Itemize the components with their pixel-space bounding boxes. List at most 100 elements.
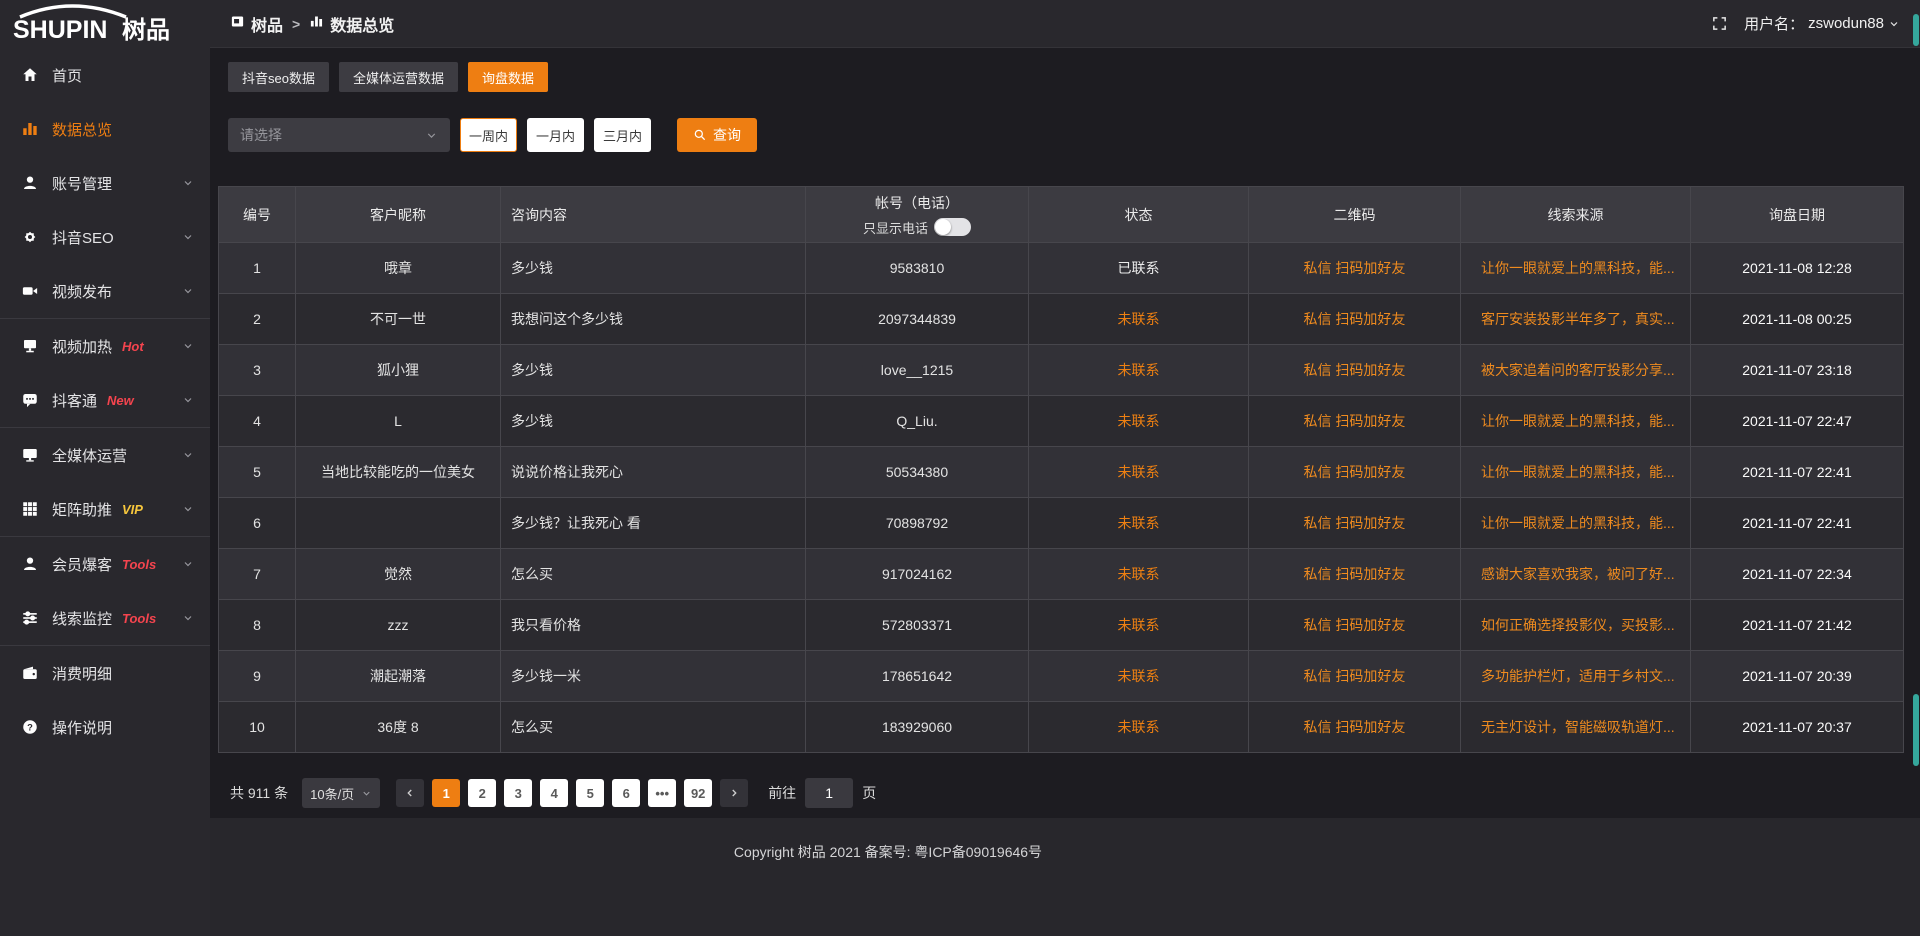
source-link[interactable]: 让你一眼就爱上的黑科技，能... bbox=[1481, 515, 1675, 531]
filter-bar: 请选择 一周内 一月内 三月内 查询 bbox=[228, 118, 758, 152]
sidebar-item-video-heating[interactable]: 视频加热 Hot bbox=[0, 319, 210, 373]
cell-source: 让你一眼就爱上的黑科技，能... bbox=[1460, 446, 1691, 498]
sidebar-item-home[interactable]: 首页 bbox=[0, 48, 210, 102]
topbar: 树品 > 数据总览 用户名： zswodun88 bbox=[210, 0, 1920, 48]
scrollbar-thumb[interactable] bbox=[1913, 14, 1919, 46]
total-count: 共 911 条 bbox=[230, 785, 289, 801]
sidebar-item-account-management[interactable]: 账号管理 bbox=[0, 156, 210, 210]
qr-add-friend-link[interactable]: 私信 扫码加好友 bbox=[1303, 566, 1406, 582]
source-link[interactable]: 如何正确选择投影仪，买投影... bbox=[1481, 617, 1675, 633]
page-button[interactable]: 4 bbox=[540, 779, 569, 807]
period-month-button[interactable]: 一月内 bbox=[527, 118, 585, 152]
sidebar-item-label: 数据总览 bbox=[52, 121, 113, 139]
cell-status: 未联系 bbox=[1028, 650, 1249, 702]
source-link[interactable]: 让你一眼就爱上的黑科技，能... bbox=[1481, 464, 1675, 480]
tab-inquiry-data[interactable]: 询盘数据 bbox=[467, 62, 548, 92]
source-link[interactable]: 感谢大家喜欢我家，被问了好... bbox=[1481, 566, 1675, 582]
chevron-down-icon bbox=[182, 558, 194, 570]
qr-add-friend-link[interactable]: 私信 扫码加好友 bbox=[1303, 464, 1406, 480]
cell-date: 2021-11-08 12:28 bbox=[1690, 242, 1904, 294]
breadcrumb-root[interactable]: 树品 bbox=[230, 12, 283, 36]
cell-content: 我想问这个多少钱 bbox=[500, 293, 806, 345]
chevron-down-icon bbox=[182, 285, 194, 297]
tab-douyin-seo-data[interactable]: 抖音seo数据 bbox=[228, 62, 329, 92]
cell-qrcode: 私信 扫码加好友 bbox=[1248, 497, 1461, 549]
user-menu[interactable]: 用户名： zswodun88 bbox=[1744, 13, 1900, 34]
chevron-down-icon bbox=[182, 340, 194, 352]
username: zswodun88 bbox=[1808, 15, 1884, 32]
fullscreen-icon[interactable] bbox=[1711, 15, 1728, 32]
cell-source: 感谢大家喜欢我家，被问了好... bbox=[1460, 548, 1691, 600]
scrollbar-thumb[interactable] bbox=[1913, 694, 1919, 766]
period-three-months-button[interactable]: 三月内 bbox=[594, 118, 652, 152]
source-link[interactable]: 无主灯设计，智能磁吸轨道灯... bbox=[1481, 719, 1675, 735]
source-link[interactable]: 客厅安装投影半年多了，真实... bbox=[1481, 311, 1675, 327]
page-size-select[interactable]: 10条/页 bbox=[302, 778, 381, 808]
source-link[interactable]: 让你一眼就爱上的黑科技，能... bbox=[1481, 413, 1675, 429]
sidebar-item-video-publish[interactable]: 视频发布 bbox=[0, 264, 210, 318]
chevron-down-icon bbox=[1888, 18, 1900, 30]
tab-omni-media-data[interactable]: 全媒体运营数据 bbox=[338, 62, 458, 92]
qr-add-friend-link[interactable]: 私信 扫码加好友 bbox=[1303, 617, 1406, 633]
cell-date: 2021-11-07 20:37 bbox=[1690, 701, 1904, 753]
sidebar-item-consumption-detail[interactable]: 消费明细 bbox=[0, 646, 210, 700]
header-status: 状态 bbox=[1028, 186, 1249, 243]
sliders-icon bbox=[20, 608, 40, 628]
sidebar-item-matrix-boost[interactable]: 矩阵助推 VIP bbox=[0, 482, 210, 536]
qr-add-friend-link[interactable]: 私信 扫码加好友 bbox=[1303, 719, 1406, 735]
inquiry-table: 编号 客户昵称 咨询内容 帐号（电话） 只显示电话 状态 二维码 bbox=[218, 186, 1904, 753]
chevron-down-icon bbox=[182, 177, 194, 189]
sidebar-item-douyin-seo[interactable]: 抖音SEO bbox=[0, 210, 210, 264]
page-button[interactable]: 2 bbox=[468, 779, 497, 807]
sidebar-item-omni-media[interactable]: 全媒体运营 bbox=[0, 428, 210, 482]
cell-content: 怎么买 bbox=[500, 701, 806, 753]
account-select[interactable]: 请选择 bbox=[228, 118, 450, 152]
breadcrumb-current[interactable]: 数据总览 bbox=[309, 12, 394, 36]
cell-account: 70898792 bbox=[805, 497, 1029, 549]
new-badge: New bbox=[107, 392, 134, 408]
cell-no: 1 bbox=[218, 242, 296, 294]
cell-source: 被大家追着问的客厅投影分享... bbox=[1460, 344, 1691, 396]
page-button[interactable]: 92 bbox=[684, 779, 713, 807]
sidebar-item-label: 会员爆客 bbox=[52, 556, 113, 574]
app-icon bbox=[230, 14, 245, 34]
sidebar-item-label: 抖音SEO bbox=[52, 229, 114, 247]
sidebar-item-clue-monitor[interactable]: 线索监控 Tools bbox=[0, 591, 210, 645]
sidebar-item-label: 账号管理 bbox=[52, 175, 113, 193]
search-button[interactable]: 查询 bbox=[677, 118, 758, 152]
qr-add-friend-link[interactable]: 私信 扫码加好友 bbox=[1303, 668, 1406, 684]
page-button[interactable]: ••• bbox=[648, 779, 677, 807]
phone-only-toggle[interactable] bbox=[934, 218, 971, 236]
page-button[interactable]: 5 bbox=[576, 779, 605, 807]
sidebar-item-label: 首页 bbox=[52, 67, 83, 85]
chevron-down-icon bbox=[182, 394, 194, 406]
source-link[interactable]: 让你一眼就爱上的黑科技，能... bbox=[1481, 260, 1675, 276]
sidebar-item-data-overview[interactable]: 数据总览 bbox=[0, 102, 210, 156]
source-link[interactable]: 被大家追着问的客厅投影分享... bbox=[1481, 362, 1675, 378]
sidebar-item-member-baoke[interactable]: 会员爆客 Tools bbox=[0, 537, 210, 591]
page-button[interactable]: 6 bbox=[612, 779, 641, 807]
qr-add-friend-link[interactable]: 私信 扫码加好友 bbox=[1303, 311, 1406, 327]
cell-date: 2021-11-07 22:41 bbox=[1690, 446, 1904, 498]
sidebar-item-instructions[interactable]: ? 操作说明 bbox=[0, 700, 210, 754]
bar-chart-icon bbox=[20, 119, 40, 139]
header-date: 询盘日期 bbox=[1690, 186, 1904, 243]
page-button[interactable]: 3 bbox=[504, 779, 533, 807]
next-page-button[interactable] bbox=[720, 779, 749, 807]
page-button[interactable]: 1 bbox=[432, 779, 461, 807]
gear-icon bbox=[20, 227, 40, 247]
qr-add-friend-link[interactable]: 私信 扫码加好友 bbox=[1303, 362, 1406, 378]
cell-account: 9583810 bbox=[805, 242, 1029, 294]
source-link[interactable]: 多功能护栏灯，适用于乡村文... bbox=[1481, 668, 1675, 684]
sidebar-item-douketong[interactable]: 抖客通 New bbox=[0, 373, 210, 427]
cell-status: 未联系 bbox=[1028, 599, 1249, 651]
qr-add-friend-link[interactable]: 私信 扫码加好友 bbox=[1303, 413, 1406, 429]
goto-page-input[interactable] bbox=[805, 778, 854, 808]
table-row: 7 觉然 怎么买 917024162 未联系 私信 扫码加好友 感谢大家喜欢我家… bbox=[218, 548, 1904, 600]
cell-content: 怎么买 bbox=[500, 548, 806, 600]
prev-page-button[interactable] bbox=[396, 779, 425, 807]
table-row: 10 36度 8 怎么买 183929060 未联系 私信 扫码加好友 无主灯设… bbox=[218, 701, 1904, 753]
qr-add-friend-link[interactable]: 私信 扫码加好友 bbox=[1303, 260, 1406, 276]
qr-add-friend-link[interactable]: 私信 扫码加好友 bbox=[1303, 515, 1406, 531]
period-week-button[interactable]: 一周内 bbox=[460, 118, 518, 152]
